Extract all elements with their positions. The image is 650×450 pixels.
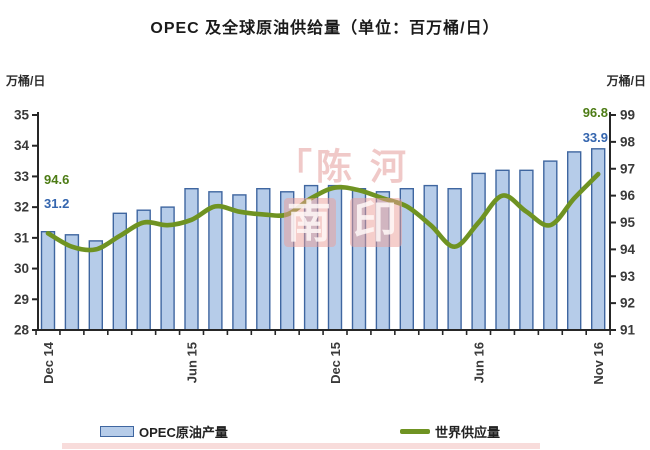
- left-axis-tick-label: 34: [14, 138, 30, 153]
- bar-start-value-label: 31.2: [44, 196, 70, 211]
- line-end-value-label: 96.8: [582, 105, 608, 120]
- bar-end-value-label: 33.9: [582, 130, 608, 145]
- x-axis-category-label: Nov 16: [591, 342, 606, 385]
- opec-production-bar: [543, 160, 558, 331]
- legend-item-world-supply: 世界供应量: [400, 422, 500, 441]
- opec-production-bar: [88, 240, 104, 331]
- opec-production-bar: [136, 209, 151, 331]
- right-axis-tick-label: 96: [620, 188, 636, 203]
- right-axis-tick-label: 99: [620, 108, 635, 123]
- left-axis-tick-label: 29: [14, 292, 29, 307]
- x-axis-category-label: Jun 15: [185, 342, 200, 383]
- line-start-value-label: 94.6: [44, 172, 70, 187]
- x-axis-category-label: Dec 15: [328, 342, 343, 384]
- left-axis-unit-label: 万桶/日: [6, 74, 46, 88]
- chart-legend: OPEC原油产量 世界供应量: [0, 420, 650, 444]
- opec-production-bar: [208, 191, 223, 331]
- world-supply-line: [45, 171, 601, 253]
- right-axis-tick-label: 97: [620, 161, 635, 176]
- right-axis-tick-label: 95: [620, 215, 636, 230]
- opec-production-bar: [447, 187, 462, 331]
- right-axis-tick-label: 94: [620, 242, 636, 257]
- right-axis-tick-label: 91: [620, 323, 636, 338]
- opec-production-bar: [327, 184, 343, 331]
- right-axis-unit-label: 万桶/日: [606, 74, 646, 88]
- left-axis-tick-label: 30: [14, 261, 29, 276]
- left-axis-tick-label: 35: [14, 108, 30, 123]
- bar-series-swatch: [100, 426, 134, 437]
- opec-production-bar: [519, 169, 534, 331]
- left-axis-tick-label: 33: [14, 169, 30, 184]
- x-axis-category-label: Dec 14: [41, 341, 56, 384]
- right-axis-tick-label: 98: [620, 134, 636, 149]
- right-axis-tick-label: 93: [620, 269, 636, 284]
- opec-production-bar: [303, 184, 319, 331]
- right-axis-tick-label: 92: [620, 296, 635, 311]
- opec-production-bar: [471, 172, 486, 331]
- legend-item-opec-production: OPEC原油产量: [100, 422, 228, 441]
- legend-label-opec: OPEC原油产量: [139, 425, 228, 440]
- opec-production-bar: [232, 194, 247, 331]
- opec-production-bar: [184, 187, 199, 331]
- left-axis-tick-label: 28: [14, 323, 30, 338]
- chart-title: OPEC 及全球原油供给量（单位：百万桶/日）: [150, 20, 500, 37]
- opec-production-bar: [375, 191, 391, 331]
- opec-production-bar: [351, 187, 367, 331]
- opec-production-bar: [423, 184, 438, 331]
- left-axis-tick-label: 31: [14, 230, 30, 245]
- opec-production-bar: [40, 230, 56, 331]
- line-series-swatch: [400, 429, 430, 434]
- chart-plot-area: 35 34 33 32 31 30 29 28 99 98 97 96 95 94 93 92 91 Dec 14…: [14, 108, 636, 385]
- opec-production-bar: [256, 187, 271, 331]
- x-axis-category-label: Jun 16: [472, 342, 487, 383]
- opec-production-bar: [567, 151, 582, 331]
- left-axis-tick-label: 32: [14, 200, 29, 215]
- legend-label-world: 世界供应量: [435, 425, 501, 440]
